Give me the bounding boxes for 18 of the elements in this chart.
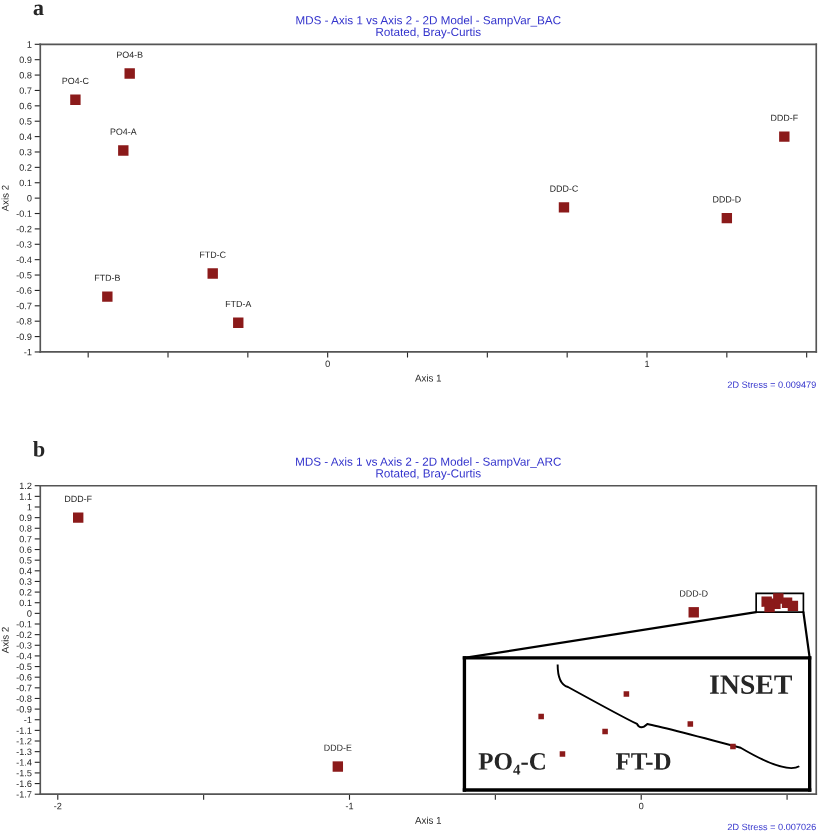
text: a xyxy=(33,4,44,16)
point xyxy=(688,607,699,618)
point xyxy=(332,761,344,772)
annotation: FT-D xyxy=(615,753,671,770)
point xyxy=(207,268,218,279)
annotation: PO₄-C xyxy=(478,753,545,775)
text: b xyxy=(33,441,45,457)
point xyxy=(787,600,799,612)
point xyxy=(70,94,81,105)
point xyxy=(73,512,84,523)
point xyxy=(558,202,570,213)
point xyxy=(779,131,790,142)
point xyxy=(124,68,135,79)
point xyxy=(721,212,733,224)
point xyxy=(102,291,113,302)
point xyxy=(233,317,244,328)
annotation: INSET xyxy=(709,675,792,694)
point xyxy=(118,145,129,156)
